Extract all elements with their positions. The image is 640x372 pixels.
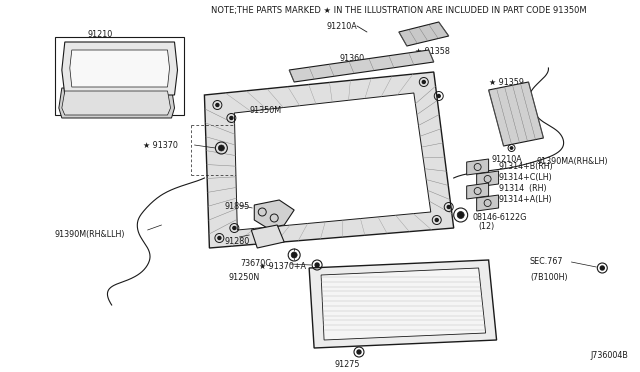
- Circle shape: [230, 116, 233, 119]
- Text: 08146-6122G: 08146-6122G: [473, 213, 527, 222]
- Text: 91314+B(RH): 91314+B(RH): [499, 162, 554, 171]
- Polygon shape: [309, 260, 497, 348]
- Polygon shape: [477, 171, 499, 187]
- Text: NOTE;THE PARTS MARKED ★ IN THE ILLUSTRATION ARE INCLUDED IN PART CODE 91350M: NOTE;THE PARTS MARKED ★ IN THE ILLUSTRAT…: [211, 6, 587, 15]
- Text: 91210: 91210: [87, 30, 113, 39]
- Text: 91390MA(RH&LH): 91390MA(RH&LH): [536, 157, 608, 166]
- Polygon shape: [289, 50, 434, 82]
- Text: 91275: 91275: [334, 360, 360, 369]
- Polygon shape: [234, 93, 431, 230]
- Text: 91360: 91360: [339, 54, 364, 63]
- Text: ★ 91370+A: ★ 91370+A: [259, 262, 307, 271]
- Text: 91210A: 91210A: [492, 155, 522, 164]
- Polygon shape: [467, 159, 488, 175]
- Circle shape: [457, 212, 464, 218]
- Text: 73670C: 73670C: [241, 260, 271, 269]
- Text: 91895: 91895: [225, 202, 250, 211]
- Polygon shape: [321, 268, 486, 340]
- Polygon shape: [59, 88, 175, 118]
- Text: ★ 91359: ★ 91359: [488, 78, 524, 87]
- Text: ★ 91370: ★ 91370: [143, 141, 177, 150]
- Circle shape: [218, 145, 225, 151]
- Circle shape: [233, 227, 236, 230]
- Polygon shape: [254, 200, 294, 228]
- Text: 91314  (RH): 91314 (RH): [499, 184, 546, 193]
- Circle shape: [510, 147, 513, 149]
- Circle shape: [435, 218, 438, 221]
- Circle shape: [600, 266, 604, 270]
- Circle shape: [357, 350, 361, 354]
- Circle shape: [437, 94, 440, 97]
- Polygon shape: [204, 72, 454, 248]
- Text: 91210A: 91210A: [326, 22, 357, 31]
- Text: 91350M: 91350M: [250, 106, 282, 115]
- Polygon shape: [399, 22, 449, 46]
- Polygon shape: [488, 82, 543, 146]
- Text: 91314+A(LH): 91314+A(LH): [499, 195, 552, 204]
- Polygon shape: [477, 195, 499, 211]
- Text: 91314+C(LH): 91314+C(LH): [499, 173, 552, 182]
- Polygon shape: [62, 91, 170, 115]
- Circle shape: [447, 205, 450, 208]
- Circle shape: [218, 237, 221, 240]
- Polygon shape: [467, 183, 488, 199]
- Polygon shape: [62, 42, 177, 95]
- Circle shape: [315, 263, 319, 267]
- Text: 91390M(RH&LLH): 91390M(RH&LLH): [55, 230, 125, 239]
- Circle shape: [216, 103, 219, 106]
- Text: (7B100H): (7B100H): [531, 273, 568, 282]
- Text: J736004B: J736004B: [590, 351, 628, 360]
- Text: ★ 91358: ★ 91358: [415, 47, 450, 56]
- Text: (12): (12): [479, 222, 495, 231]
- Polygon shape: [70, 50, 170, 87]
- Text: 91250N: 91250N: [228, 273, 259, 282]
- Text: 91280: 91280: [225, 237, 250, 246]
- Circle shape: [422, 80, 426, 83]
- Polygon shape: [252, 225, 284, 248]
- Text: SEC.767: SEC.767: [530, 257, 563, 266]
- Circle shape: [291, 252, 297, 258]
